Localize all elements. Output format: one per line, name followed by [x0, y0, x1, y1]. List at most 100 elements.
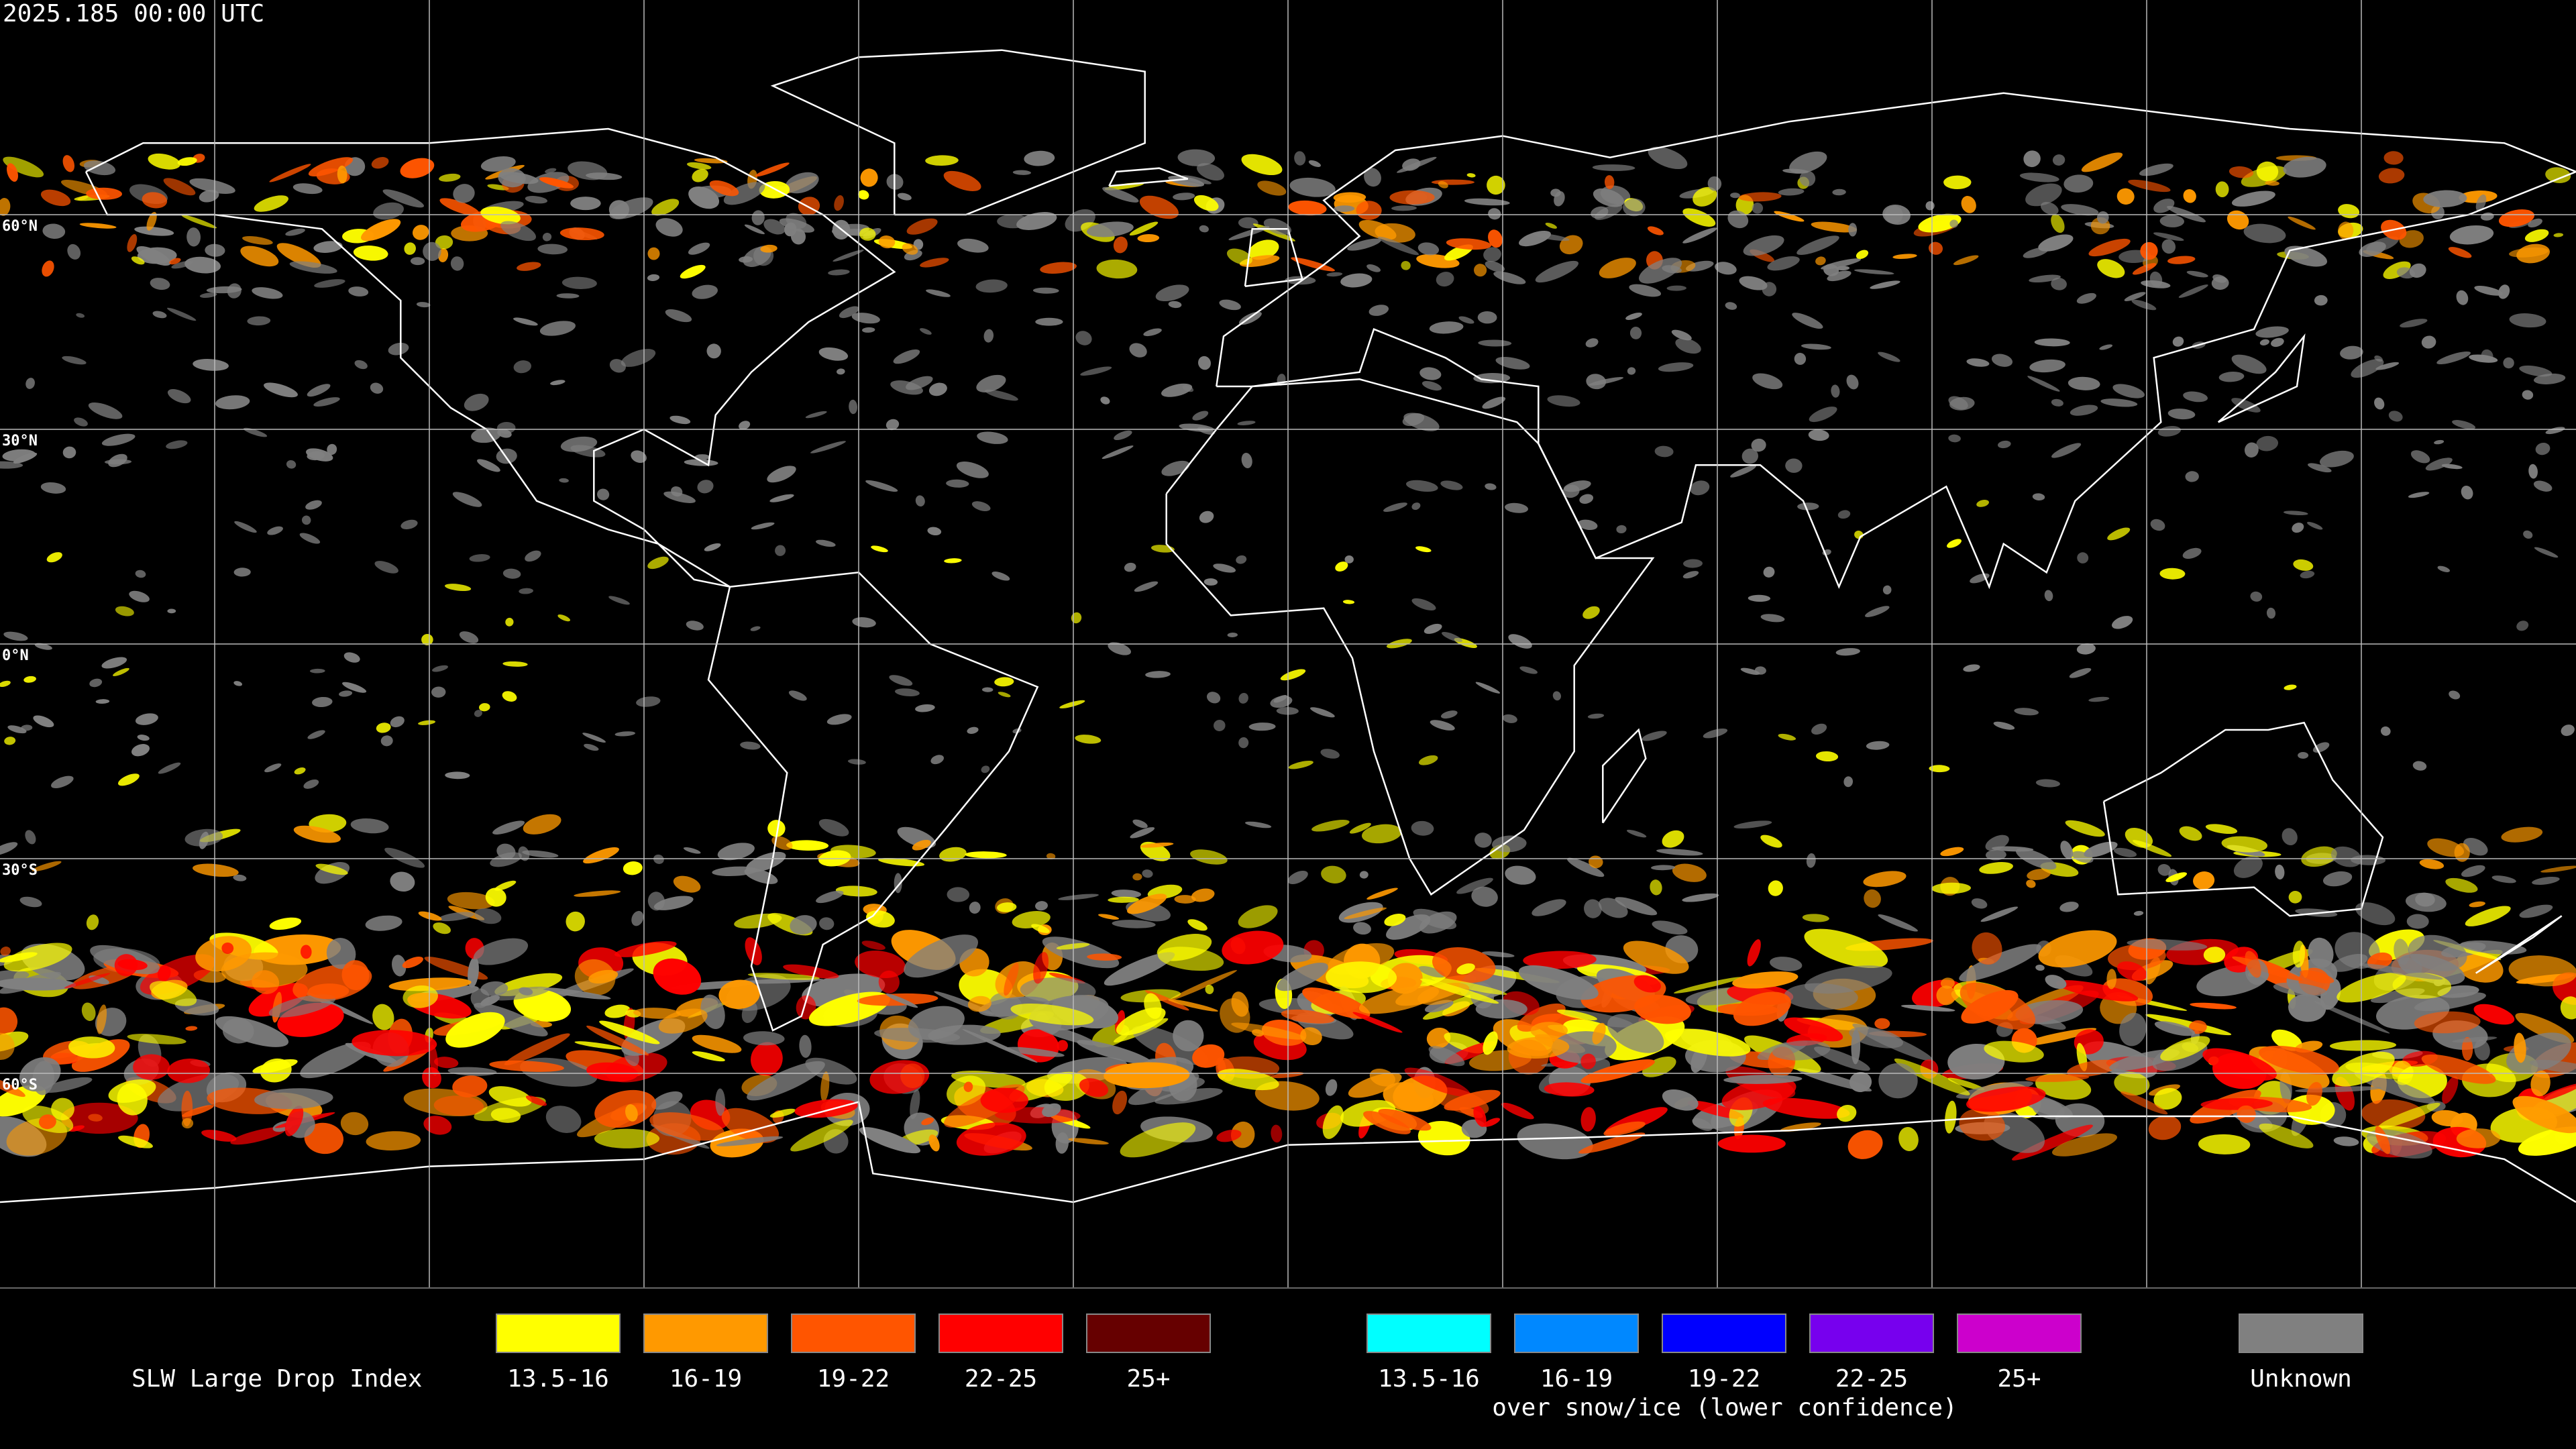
cloud-cell: [504, 1033, 570, 1065]
cloud-cell: [2027, 376, 2060, 392]
cloud-cell: [1383, 502, 1407, 513]
cloud-cell: [2456, 1128, 2501, 1148]
cloud-cell: [491, 986, 550, 1001]
cloud-cell: [2088, 696, 2110, 702]
cloud-cell: [227, 283, 241, 299]
cloud-cell: [2436, 351, 2471, 365]
cloud-cell: [1277, 963, 1328, 991]
cloud-cell: [97, 1004, 107, 1034]
cloud-cell: [1320, 749, 1340, 759]
cloud-cell: [2292, 523, 2304, 533]
cloud-cell: [2150, 519, 2165, 531]
cloud-cell: [2185, 471, 2199, 482]
cloud-cell: [1129, 221, 1159, 236]
cloud-cell: [1929, 765, 1950, 773]
cloud-cell: [2060, 841, 2074, 859]
cloud-cell: [83, 160, 116, 176]
cloud-cell: [1104, 952, 1175, 986]
cloud-cell: [1789, 151, 1827, 174]
cloud-cell: [1177, 149, 1216, 166]
legend-swatch: [938, 1313, 1063, 1353]
cloud-cell: [1984, 1040, 2044, 1063]
cloud-cell: [410, 257, 425, 266]
cloud-cell: [1359, 871, 1368, 879]
cloud-cell: [2509, 247, 2548, 258]
cloud-cell: [384, 847, 425, 868]
cloud-cell: [651, 199, 680, 216]
cloud-cell: [869, 1060, 930, 1094]
cloud-cell: [1132, 819, 1148, 828]
cloud-cell: [0, 977, 76, 991]
cloud-cell: [717, 843, 755, 861]
cloud-cell: [2540, 865, 2576, 873]
cloud-cell: [182, 1105, 214, 1118]
cloud-cell: [372, 1004, 394, 1030]
cloud-cell: [1898, 1127, 1919, 1151]
cloud-cell: [1113, 236, 1128, 254]
cloud-cell: [1656, 849, 1703, 856]
cloud-cell: [1567, 857, 1605, 877]
cloud-cell: [1518, 965, 1599, 1000]
cloud-cell: [1485, 483, 1497, 490]
cloud-cell: [1589, 377, 1624, 386]
cloud-cell: [1658, 362, 1694, 372]
cloud-cell: [129, 590, 150, 602]
cloud-cell: [1966, 358, 1990, 367]
cloud-cell: [1203, 578, 1218, 586]
cloud-cell: [150, 981, 197, 1006]
cloud-cell: [62, 446, 76, 459]
cloud-cell: [2084, 841, 2118, 857]
cloud-cell: [2314, 1001, 2390, 1034]
cloud-cell: [709, 180, 739, 197]
cloud-cell: [286, 460, 297, 469]
cloud-cell: [1947, 539, 1962, 548]
cloud-cell: [2107, 527, 2131, 541]
cloud-cell: [1863, 871, 1907, 888]
cloud-cell: [1055, 1132, 1069, 1154]
cloud-cell: [1878, 1063, 1918, 1099]
cloud-cell: [2283, 156, 2326, 178]
cloud-cell: [1475, 999, 1527, 1019]
cloud-cell: [947, 887, 970, 902]
cloud-cell: [921, 1117, 934, 1126]
legend-swatch: [1514, 1313, 1639, 1353]
cloud-cell: [2284, 246, 2328, 267]
cloud-cell: [944, 558, 962, 564]
coastline: [1108, 167, 1189, 187]
cloud-cell: [418, 720, 436, 725]
cloud-cell: [2052, 154, 2065, 166]
cloud-cell: [452, 1075, 488, 1097]
cloud-cell: [305, 448, 333, 462]
cloud-cell: [3, 631, 28, 641]
cloud-cell: [1811, 723, 1827, 735]
cloud-cell: [1743, 235, 1784, 256]
cloud-cell: [0, 1007, 18, 1036]
cloud-cell: [775, 545, 786, 556]
cloud-cell: [1353, 922, 1371, 935]
cloud-cell: [805, 411, 827, 419]
cloud-cell: [150, 278, 170, 290]
cloud-cell: [300, 1041, 371, 1079]
cloud-cell: [1238, 737, 1249, 749]
cloud-cell: [1087, 953, 1122, 961]
cloud-cell: [146, 211, 157, 231]
cloud-cell: [315, 863, 348, 875]
cloud-cell: [1739, 276, 1768, 290]
cloud-cell: [339, 690, 353, 697]
cloud-cell: [474, 908, 502, 924]
cloud-cell: [1811, 221, 1857, 233]
cloud-cell: [1971, 898, 1988, 909]
cloud-cell: [479, 703, 490, 712]
cloud-cell: [926, 289, 951, 297]
latitude-labels: 60°N 30°N 0°N 30°S 60°S: [2, 218, 38, 1093]
cloud-cell: [1592, 164, 1635, 171]
cloud-cell: [1814, 1046, 1870, 1071]
cloud-cell: [1429, 321, 1464, 334]
cloud-cell: [1308, 160, 1321, 167]
cloud-cell: [969, 902, 981, 914]
cloud-cell: [505, 617, 514, 627]
cloud-cell: [131, 256, 145, 265]
cloud-cell: [189, 178, 235, 194]
cloud-cell: [559, 478, 569, 483]
coastlines: [0, 49, 2576, 1203]
